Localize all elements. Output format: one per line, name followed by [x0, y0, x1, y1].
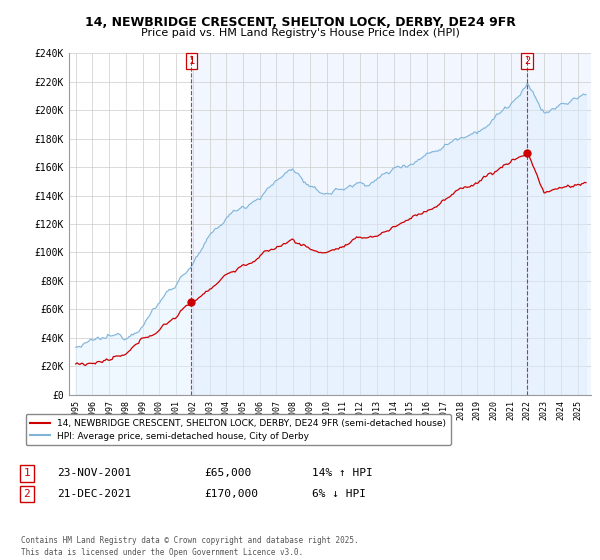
Text: 23-NOV-2001: 23-NOV-2001	[57, 468, 131, 478]
Text: £170,000: £170,000	[204, 489, 258, 499]
Text: 2: 2	[23, 489, 31, 499]
Text: 6% ↓ HPI: 6% ↓ HPI	[312, 489, 366, 499]
Text: Price paid vs. HM Land Registry's House Price Index (HPI): Price paid vs. HM Land Registry's House …	[140, 28, 460, 38]
Text: 2: 2	[524, 56, 530, 66]
Text: 1: 1	[23, 468, 31, 478]
Text: 14, NEWBRIDGE CRESCENT, SHELTON LOCK, DERBY, DE24 9FR: 14, NEWBRIDGE CRESCENT, SHELTON LOCK, DE…	[85, 16, 515, 29]
Text: 14% ↑ HPI: 14% ↑ HPI	[312, 468, 373, 478]
Text: 1: 1	[188, 56, 194, 66]
Legend: 14, NEWBRIDGE CRESCENT, SHELTON LOCK, DERBY, DE24 9FR (semi-detached house), HPI: 14, NEWBRIDGE CRESCENT, SHELTON LOCK, DE…	[26, 414, 451, 445]
Text: 21-DEC-2021: 21-DEC-2021	[57, 489, 131, 499]
Bar	[191, 53, 595, 395]
Text: £65,000: £65,000	[204, 468, 251, 478]
Text: Contains HM Land Registry data © Crown copyright and database right 2025.
This d: Contains HM Land Registry data © Crown c…	[21, 536, 359, 557]
